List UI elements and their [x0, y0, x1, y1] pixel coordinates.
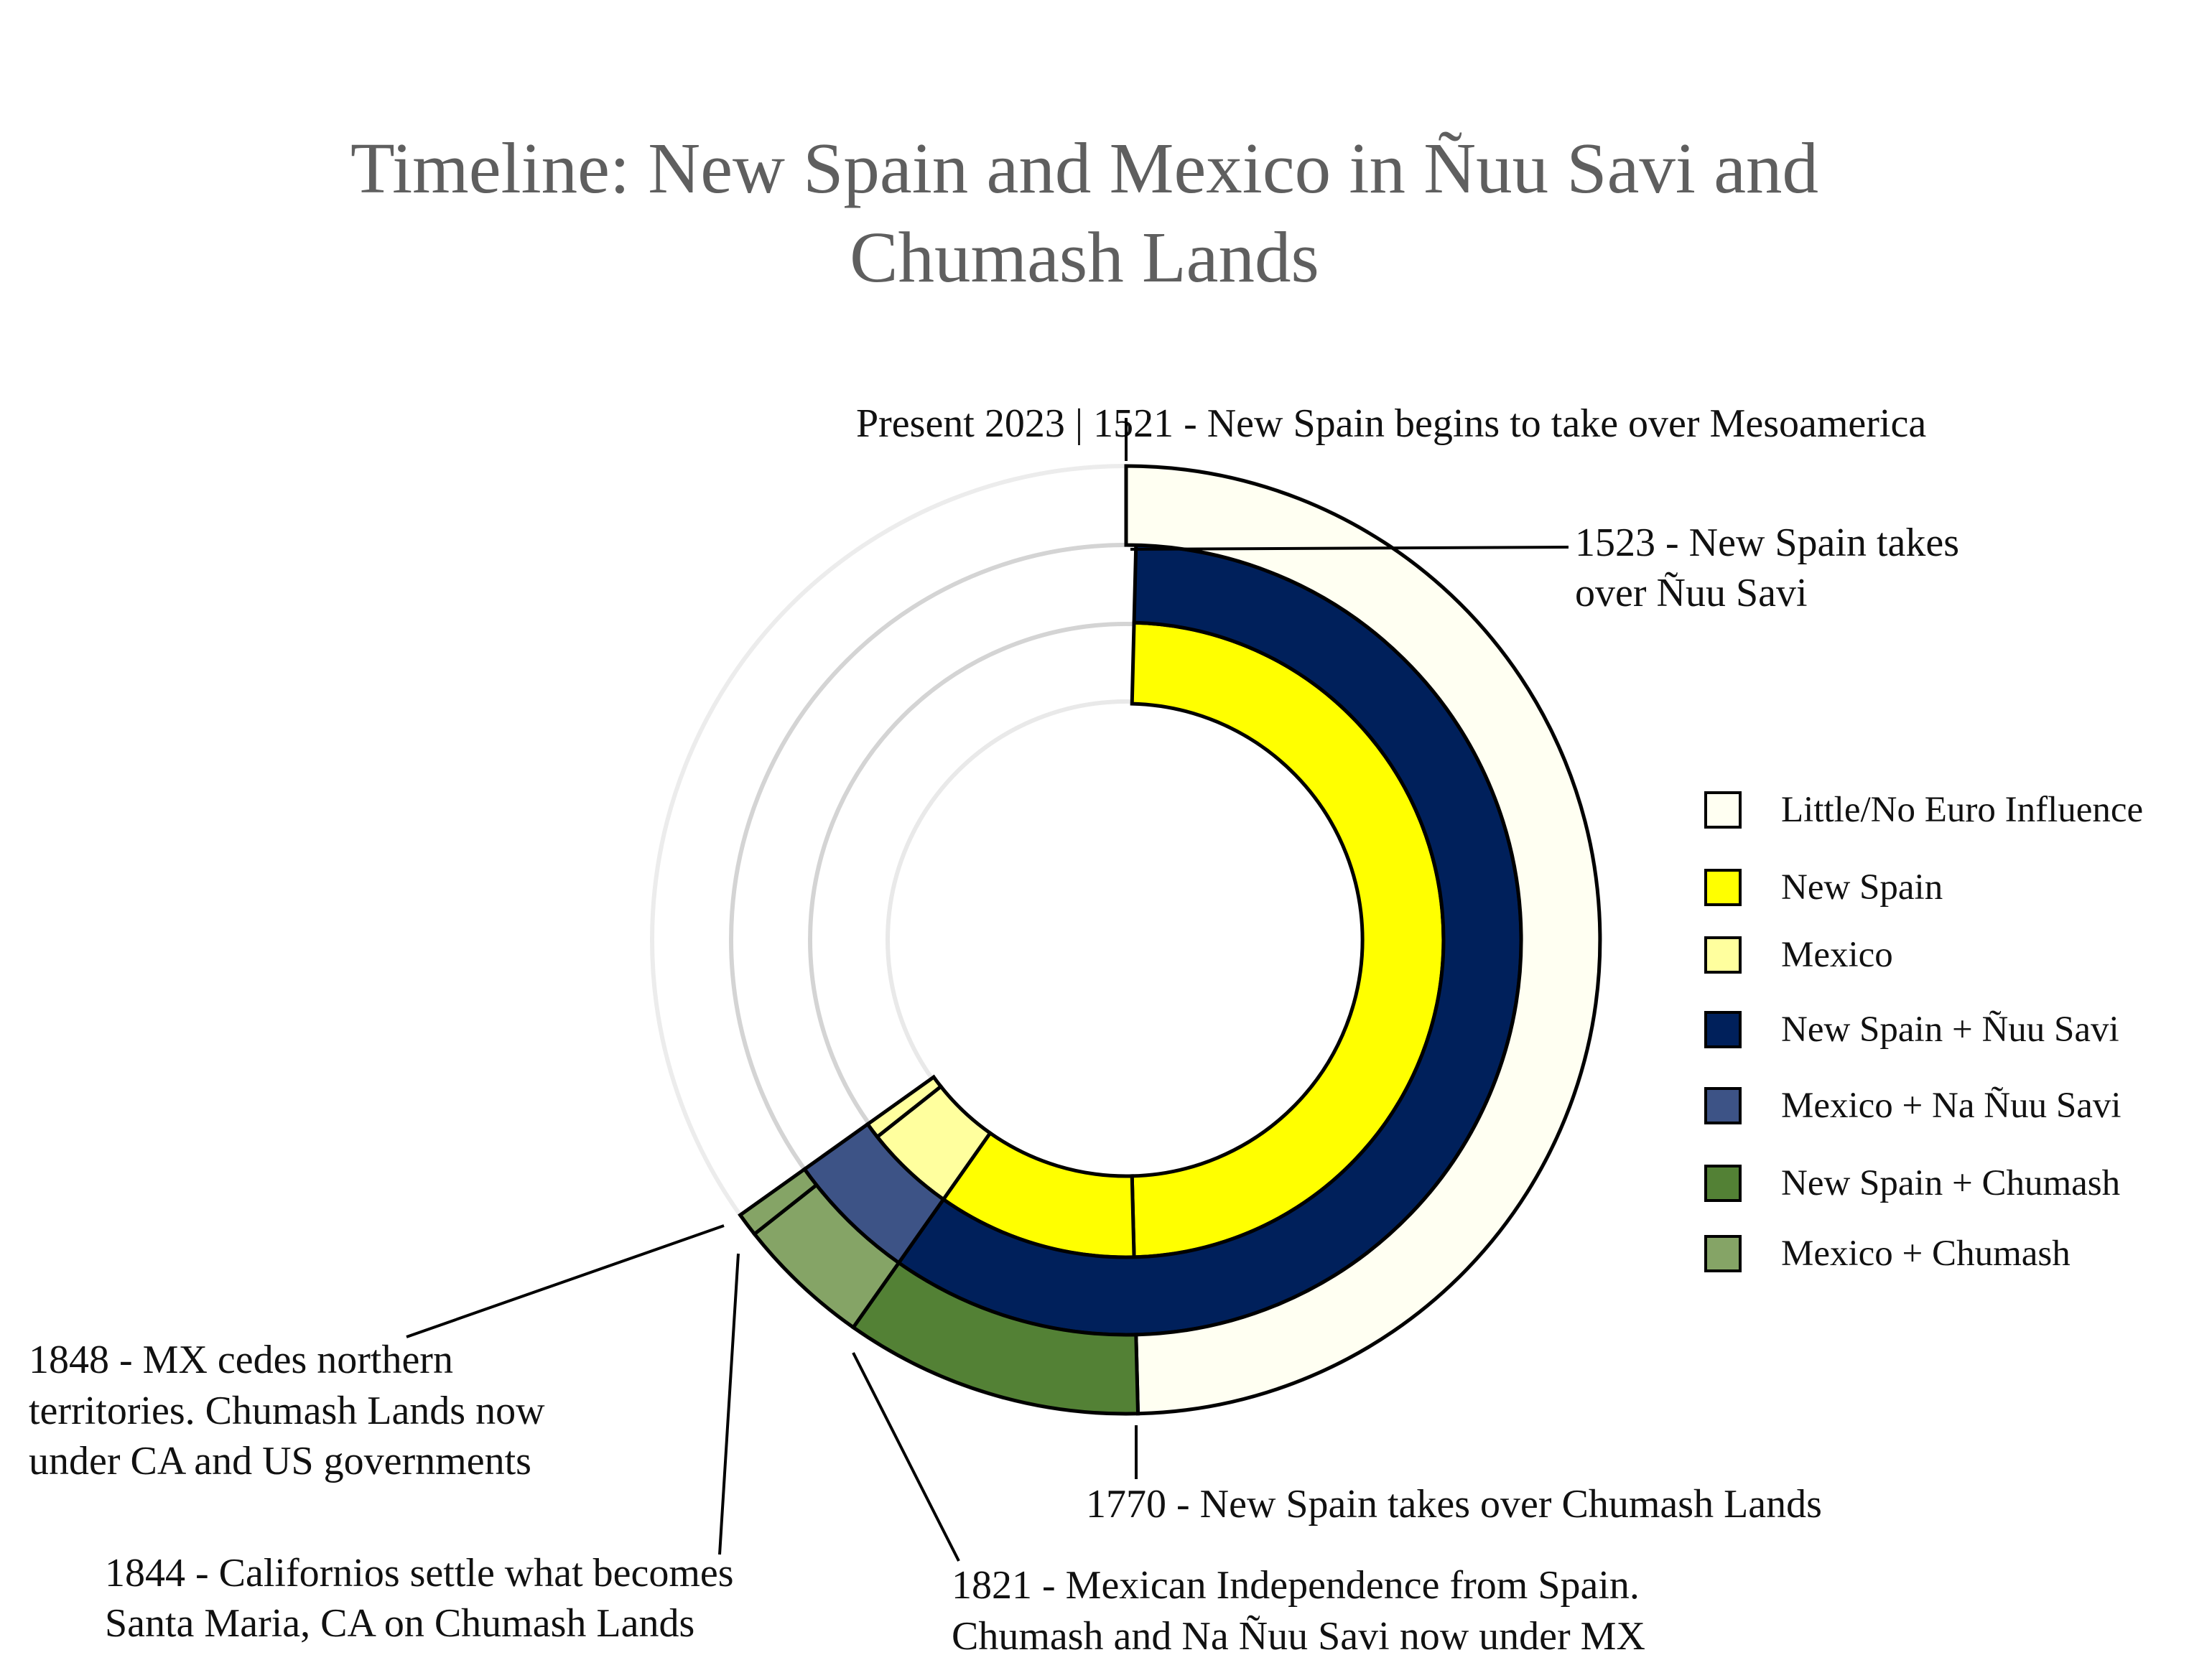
annotation-1848: 1848 - MX cedes northern territories. Ch… — [29, 1338, 545, 1483]
annotation-1844: 1844 - Californios settle what becomes S… — [105, 1551, 734, 1646]
legend-label-little-no-euro-influence: Little/No Euro Influence — [1781, 790, 2143, 830]
chart-title: Timeline: New Spain and Mexico in Ñuu Sa… — [350, 128, 1818, 297]
annotation-1523: 1523 - New Spain takes over Ñuu Savi — [1575, 521, 1959, 615]
legend-swatch-mexico — [1704, 936, 1742, 974]
segment-outer-4-mexico-chumash — [738, 1166, 819, 1237]
leader-line-1848 — [406, 1224, 725, 1338]
annotation-1821-line-2: Chumash and Na Ñuu Savi now under MX — [952, 1614, 1645, 1659]
legend-label-new-spain-chumash: New Spain + Chumash — [1781, 1163, 2120, 1203]
annotation-1821-line-1: 1821 - Mexican Independence from Spain. — [952, 1563, 1640, 1608]
legend-label-new-spain-uu-savi: New Spain + Ñuu Savi — [1781, 1010, 2119, 1050]
legend-item-mexico-na-uu-savi: Mexico + Na Ñuu Savi — [1704, 1086, 2122, 1126]
legend-swatch-little-no-euro-influence — [1704, 791, 1742, 829]
legend-swatch-mexico-chumash — [1704, 1235, 1742, 1272]
leader-lines — [406, 418, 1569, 1562]
legend: Little/No Euro Influence New Spain Mexico N… — [1704, 790, 2143, 1274]
legend-item-new-spain: New Spain — [1704, 867, 1943, 908]
legend-item-new-spain-chumash: New Spain + Chumash — [1704, 1163, 2120, 1203]
legend-swatch-new-spain-uu-savi — [1704, 1011, 1742, 1048]
legend-label-mexico-chumash: Mexico + Chumash — [1781, 1234, 2071, 1274]
legend-label-mexico: Mexico — [1781, 935, 1893, 975]
annotation-1848-line-1: 1848 - MX cedes northern — [29, 1338, 453, 1382]
chart-title-line-1: Timeline: New Spain and Mexico in Ñuu Sa… — [350, 128, 1818, 208]
annotation-1821: 1821 - Mexican Independence from Spain. … — [952, 1563, 1645, 1659]
annotation-1848-line-3: under CA and US governments — [29, 1439, 531, 1483]
annotation-1523-line-2: over Ñuu Savi — [1575, 571, 1808, 615]
annotation-1844-line-1: 1844 - Californios settle what becomes — [105, 1551, 734, 1595]
annotation-1848-line-2: territories. Chumash Lands now — [29, 1389, 545, 1433]
legend-item-little-no-euro-influence: Little/No Euro Influence — [1704, 790, 2143, 830]
legend-swatch-new-spain-chumash — [1704, 1165, 1742, 1202]
start-label: Present 2023 | 1521 - New Spain begins t… — [856, 401, 1926, 446]
legend-swatch-mexico-na-uu-savi — [1704, 1087, 1742, 1124]
annotations: 1523 - New Spain takes over Ñuu Savi 177… — [29, 521, 1959, 1659]
annotation-1523-line-1: 1523 - New Spain takes — [1575, 521, 1959, 565]
legend-item-mexico: Mexico — [1704, 935, 1893, 975]
legend-label-mexico-na-uu-savi: Mexico + Na Ñuu Savi — [1781, 1086, 2122, 1126]
leader-line-1523 — [1130, 546, 1569, 551]
chart-title-line-2: Chumash Lands — [850, 217, 1319, 297]
leader-line-1844 — [718, 1253, 740, 1555]
annotation-1844-line-2: Santa Maria, CA on Chumash Lands — [105, 1601, 694, 1646]
legend-item-mexico-chumash: Mexico + Chumash — [1704, 1234, 2071, 1274]
legend-label-new-spain: New Spain — [1781, 867, 1943, 908]
leader-line-1821 — [852, 1352, 960, 1562]
annotation-1770: 1770 - New Spain takes over Chumash Land… — [1086, 1482, 1822, 1526]
segment-outer-1-little-no-euro-influence — [1124, 464, 1602, 1416]
legend-swatch-new-spain — [1704, 869, 1742, 906]
ring-segments — [738, 464, 1602, 1416]
legend-item-new-spain-uu-savi: New Spain + Ñuu Savi — [1704, 1010, 2119, 1050]
annotation-1770-line-1: 1770 - New Spain takes over Chumash Land… — [1086, 1482, 1822, 1526]
